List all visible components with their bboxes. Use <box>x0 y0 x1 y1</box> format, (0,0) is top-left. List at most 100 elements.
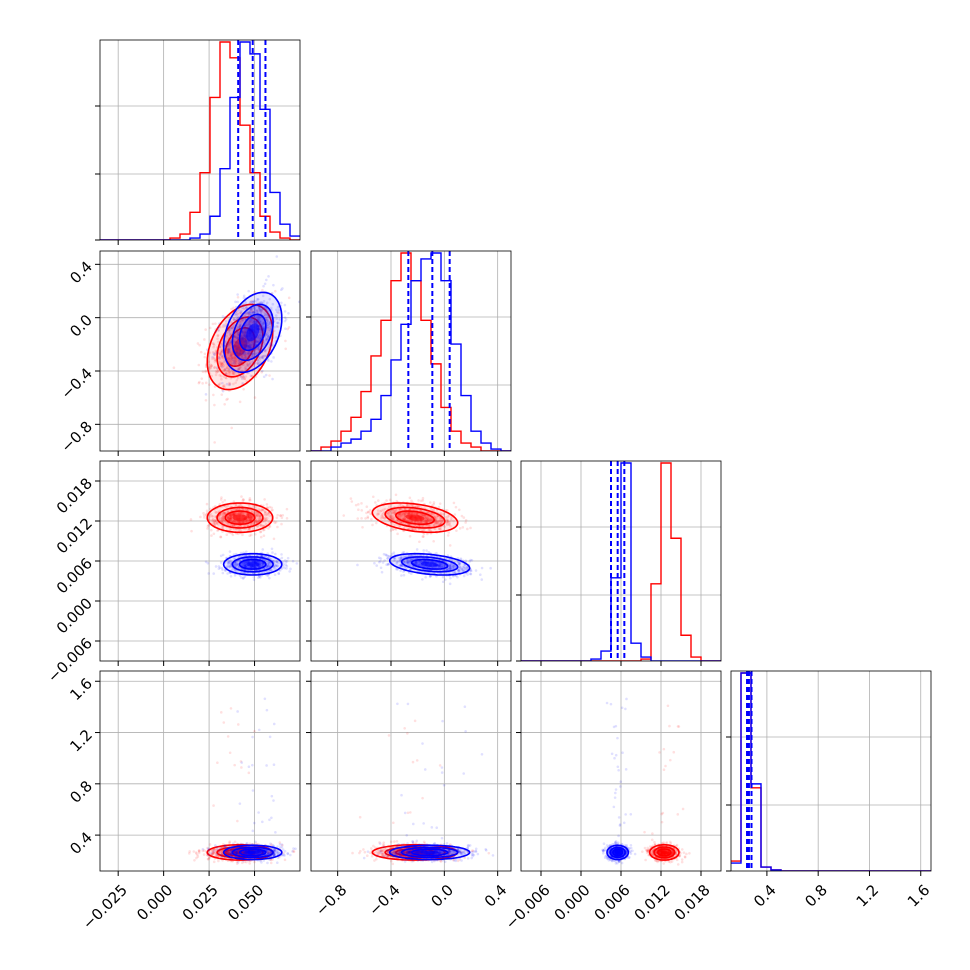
red-scatter-point <box>219 364 223 367</box>
blue-scatter-point <box>418 560 422 563</box>
blue-scatter-point <box>255 300 258 303</box>
red-scatter-point <box>395 518 399 522</box>
blue-scatter-point <box>283 316 287 319</box>
panel-content <box>100 461 300 661</box>
blue-scatter-point <box>242 375 246 378</box>
red-scatter-point <box>431 504 434 507</box>
red-scatter-point <box>255 521 259 524</box>
blue-histogram <box>521 462 721 661</box>
blue-scatter-point <box>393 557 397 561</box>
blue-scatter-point <box>224 315 227 319</box>
blue-scatter-point <box>269 842 272 846</box>
blue-scatter-point <box>243 335 247 339</box>
blue-scatter-point <box>266 332 270 335</box>
red-scatter-point <box>229 356 233 360</box>
red-scatter-point <box>262 524 265 528</box>
blue-scatter-point <box>233 563 237 567</box>
red-scatter-point <box>251 516 254 519</box>
red-scatter-point <box>264 314 267 317</box>
red-scatter-point <box>254 511 257 515</box>
blue-scatter-point <box>407 554 411 558</box>
blue-scatter-point <box>227 561 230 565</box>
red-scatter-point <box>434 517 438 520</box>
red-scatter-point <box>406 511 410 515</box>
blue-scatter-point <box>281 565 285 568</box>
red-scatter-point <box>212 356 216 360</box>
red-scatter-point <box>222 357 226 360</box>
blue-scatter-point <box>259 306 262 310</box>
red-scatter-point <box>249 308 253 311</box>
blue-scatter-point <box>442 564 445 568</box>
blue-scatter-point <box>228 564 231 568</box>
red-scatter-point <box>438 519 442 523</box>
red-scatter-point <box>243 357 246 360</box>
red-scatter-point <box>239 512 243 515</box>
red-scatter-point <box>224 376 228 380</box>
blue-contour <box>231 556 274 573</box>
blue-scatter-point <box>265 354 268 358</box>
red-scatter-point <box>398 508 401 511</box>
blue-scatter-point <box>256 576 260 579</box>
red-scatter-point <box>221 527 224 530</box>
red-scatter-point <box>383 517 386 520</box>
panel-content <box>100 251 300 451</box>
blue-scatter-point <box>383 559 386 562</box>
blue-scatter-point <box>278 318 281 321</box>
red-scatter-point <box>233 361 237 364</box>
red-scatter-point <box>446 518 449 521</box>
blue-scatter-point <box>220 354 223 357</box>
red-scatter-point <box>389 514 392 518</box>
red-scatter-point <box>219 498 223 501</box>
red-scatter-point <box>235 503 238 507</box>
red-scatter-point <box>224 511 227 515</box>
blue-histogram <box>100 41 300 240</box>
red-scatter-point <box>220 519 224 522</box>
red-scatter-point <box>226 515 229 519</box>
blue-scatter-point <box>241 377 244 381</box>
blue-scatter-point <box>258 305 261 308</box>
blue-scatter-point <box>441 580 445 584</box>
blue-scatter-point <box>267 312 271 315</box>
blue-scatter-point <box>261 369 264 373</box>
red-scatter-point <box>253 521 257 524</box>
red-scatter-point <box>266 513 269 517</box>
red-scatter-point <box>223 512 227 515</box>
blue-scatter-point <box>243 563 246 567</box>
blue-scatter-point <box>391 552 394 556</box>
red-scatter-point <box>218 382 222 385</box>
blue-scatter-point <box>399 556 403 559</box>
red-scatter-point <box>211 514 214 518</box>
blue-scatter-point <box>440 565 443 569</box>
red-scatter-point <box>219 850 223 853</box>
blue-scatter-point <box>210 851 213 855</box>
red-scatter-point <box>228 372 231 375</box>
blue-scatter-point <box>397 557 401 560</box>
red-scatter-point <box>209 528 213 532</box>
blue-scatter-point <box>212 352 216 355</box>
red-scatter-point <box>401 521 404 525</box>
red-scatter-point <box>249 515 252 519</box>
red-scatter-point <box>366 515 370 519</box>
red-scatter-point <box>227 514 231 517</box>
red-scatter-point <box>219 343 223 346</box>
blue-scatter-point <box>253 317 256 320</box>
panel-content <box>100 40 300 240</box>
red-scatter-point <box>389 516 393 519</box>
red-scatter-point <box>228 841 231 845</box>
blue-scatter-point <box>448 564 452 568</box>
red-scatter-point <box>217 859 220 863</box>
blue-scatter-point <box>244 340 248 344</box>
blue-scatter-point <box>239 374 242 377</box>
blue-scatter-point <box>245 306 249 310</box>
red-scatter-point <box>222 364 225 367</box>
blue-scatter-point <box>243 328 247 332</box>
red-scatter-point <box>394 508 397 512</box>
red-scatter-point <box>206 527 209 530</box>
red-scatter-point <box>196 855 200 858</box>
red-scatter-point <box>219 517 222 521</box>
red-scatter-point <box>229 514 232 517</box>
blue-scatter-point <box>266 565 269 569</box>
red-scatter-point <box>195 856 198 860</box>
blue-scatter-point <box>234 562 237 565</box>
blue-scatter-point <box>400 564 403 568</box>
